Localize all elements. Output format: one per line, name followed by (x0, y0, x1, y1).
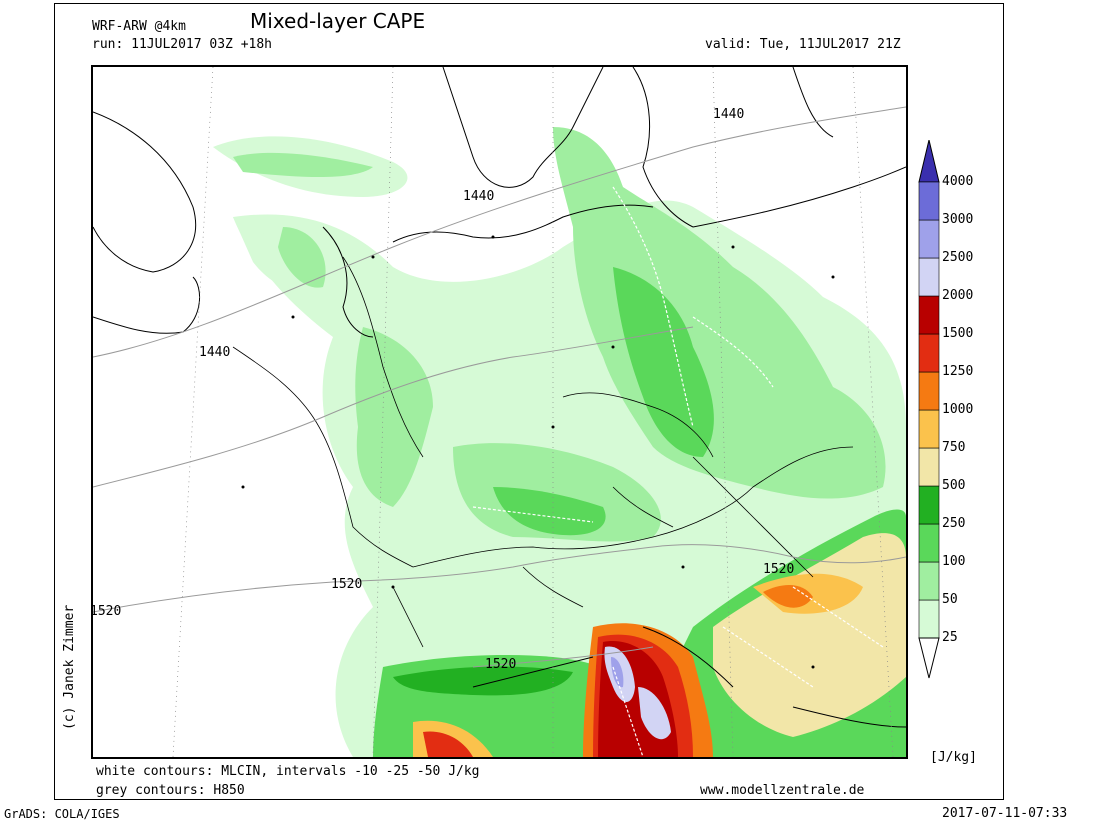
station-dots (241, 235, 835, 669)
plot-frame (54, 3, 1004, 800)
colorbar-swatch (918, 409, 940, 449)
graticule (172, 67, 894, 757)
mlcin-contours (472, 186, 884, 757)
cape-field-blue-adriatic (611, 657, 624, 688)
colorbar-tick-label: 50 (942, 592, 958, 607)
colorbar-tick-label: 250 (942, 516, 966, 531)
website-label: www.modellzentrale.de (700, 783, 865, 798)
colorbar-tick-label: 1250 (942, 364, 974, 379)
valid-label: valid: Tue, 11JUL2017 21Z (705, 37, 901, 52)
colorbar-tick-label: 2000 (942, 288, 974, 303)
colorbar-swatch (918, 219, 940, 259)
cape-field-lavender-adriatic-2 (638, 687, 671, 740)
colorbar-tick-label: 2500 (942, 250, 974, 265)
contour-label: 1520 (485, 657, 517, 672)
cape-field-green-nl (278, 227, 326, 288)
colorbar-unit: [J/kg] (930, 750, 977, 765)
colorbar-bottom-arrow (918, 637, 940, 679)
white-contours-note: white contours: MLCIN, intervals -10 -25… (96, 764, 480, 779)
contour-label: 1440 (199, 345, 231, 360)
map-panel: 1440 1440 1440 1520 1520 1520 (91, 65, 908, 759)
colorbar-swatch (918, 599, 940, 639)
chart-title: Mixed-layer CAPE (250, 9, 426, 33)
run-label: run: 11JUL2017 03Z +18h (92, 37, 273, 52)
cape-field-green-east (553, 127, 886, 499)
colorbar (918, 140, 940, 679)
colorbar-swatch (918, 485, 940, 525)
colorbar-swatch (918, 371, 940, 411)
colorbar-swatch (918, 523, 940, 563)
colorbar-swatch (918, 181, 940, 221)
model-label: WRF-ARW @4km (92, 19, 186, 34)
colorbar-swatch (918, 257, 940, 297)
cape-field-green-central (355, 327, 433, 507)
colorbar-tick-label: 4000 (942, 174, 974, 189)
colorbar-tick-label: 1000 (942, 402, 974, 417)
contour-label: 1440 (463, 189, 495, 204)
colorbar-swatch (918, 561, 940, 601)
cape-field-dark-orange-se (763, 585, 813, 608)
colorbar-tick-label: 3000 (942, 212, 974, 227)
contour-label: 1520 (90, 604, 122, 619)
colorbar-tick-label: 1500 (942, 326, 974, 341)
cape-map (93, 67, 906, 757)
colorbar-swatch (918, 295, 940, 335)
colorbar-tick-label: 750 (942, 440, 966, 455)
country-borders (232, 256, 854, 648)
grey-contours-note: grey contours: H850 (96, 783, 245, 798)
colorbar-top-arrow (918, 140, 940, 183)
colorbar-tick-label: 500 (942, 478, 966, 493)
h850-contours (93, 106, 906, 668)
coastlines (93, 67, 906, 728)
contour-label: 1520 (763, 562, 795, 577)
colorbar-swatch (918, 333, 940, 373)
cape-field-green-mid2 (493, 487, 606, 536)
cape-field-green-south-band (453, 443, 661, 542)
cape-field-red-sw (423, 731, 473, 757)
copyright-label: (c) Janek Zimmer (62, 604, 77, 730)
contour-label: 1440 (713, 107, 745, 122)
grads-label: GrADS: COLA/IGES (4, 807, 120, 821)
contour-label: 1520 (331, 577, 363, 592)
timestamp-label: 2017-07-11-07:33 (942, 806, 1068, 821)
colorbar-swatch (918, 447, 940, 487)
colorbar-tick-label: 100 (942, 554, 966, 569)
cape-field-green-north (233, 152, 373, 177)
colorbar-tick-label: 25 (942, 630, 958, 645)
